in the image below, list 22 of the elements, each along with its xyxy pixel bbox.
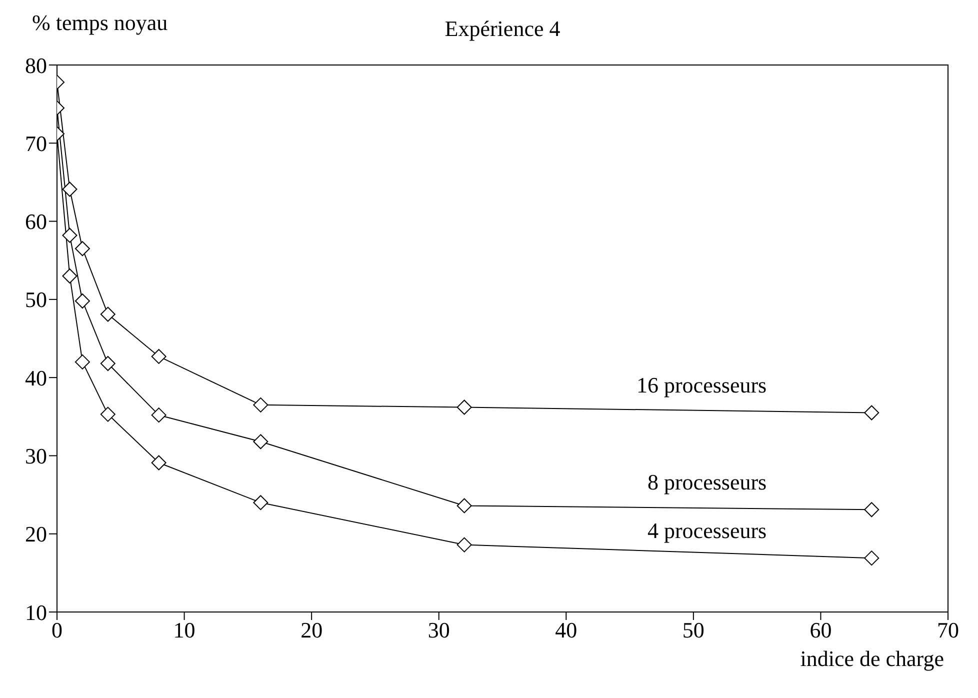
chart-title: Expérience 4 bbox=[444, 16, 560, 41]
y-tick-label: 80 bbox=[25, 52, 47, 78]
y-tick-label: 40 bbox=[25, 365, 47, 390]
series-label: 4 processeurs bbox=[647, 518, 767, 544]
x-tick-label: 0 bbox=[52, 618, 62, 643]
x-tick-label: 30 bbox=[428, 618, 450, 643]
y-tick-label: 50 bbox=[25, 287, 47, 312]
x-axis-title: indice de charge bbox=[800, 646, 944, 672]
y-tick-label: 20 bbox=[25, 522, 47, 547]
x-tick-label: 50 bbox=[682, 618, 704, 643]
y-axis-title: % temps noyau bbox=[32, 10, 168, 36]
x-tick-label: 70 bbox=[937, 618, 959, 643]
y-tick-label: 70 bbox=[25, 130, 47, 156]
y-tick-label: 10 bbox=[25, 600, 47, 625]
x-tick-label: 60 bbox=[810, 618, 832, 643]
series-label: 16 processeurs bbox=[636, 372, 767, 398]
x-tick-label: 10 bbox=[173, 618, 196, 643]
y-tick-label: 60 bbox=[25, 209, 47, 234]
x-tick-label: 40 bbox=[555, 618, 578, 643]
series-label: 8 processeurs bbox=[647, 470, 767, 495]
y-tick-label: 30 bbox=[25, 444, 47, 469]
x-tick-label: 20 bbox=[300, 618, 323, 643]
